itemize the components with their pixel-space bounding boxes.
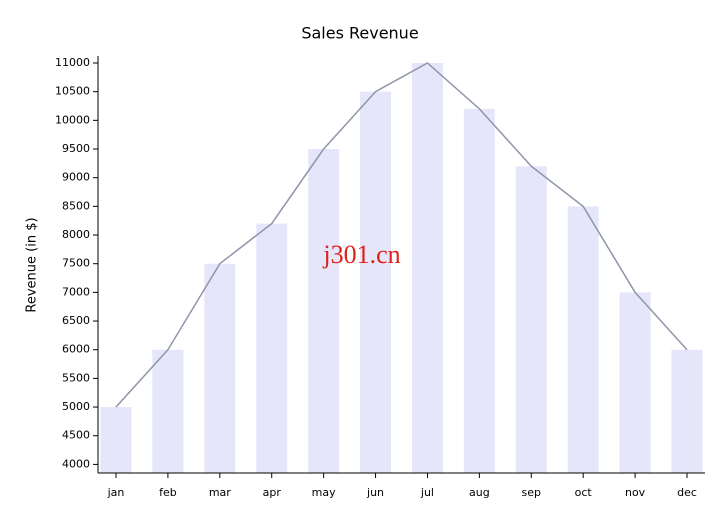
watermark: j301.cn	[322, 240, 400, 269]
y-tick-label: 9500	[62, 142, 90, 155]
bar	[152, 349, 184, 473]
y-tick-label: 5500	[62, 371, 90, 384]
x-tick-label: aug	[469, 486, 490, 499]
x-tick-label: may	[312, 486, 336, 499]
x-tick-label: nov	[625, 486, 646, 499]
y-tick-label: 8000	[62, 228, 90, 241]
bar	[515, 166, 547, 473]
bar	[411, 63, 443, 473]
y-tick-label: 11000	[55, 56, 90, 69]
bar	[204, 263, 236, 473]
y-tick-label: 7000	[62, 285, 90, 298]
bar	[619, 292, 651, 473]
y-tick-label: 9000	[62, 171, 90, 184]
y-tick-label: 6500	[62, 314, 90, 327]
x-tick-label: mar	[209, 486, 231, 499]
y-tick-label: 4000	[62, 457, 90, 470]
x-tick-label: oct	[575, 486, 593, 499]
y-tick-label: 6000	[62, 343, 90, 356]
bar	[567, 206, 599, 474]
y-tick-label: 4500	[62, 429, 90, 442]
bar	[671, 349, 703, 473]
x-tick-label: sep	[522, 486, 541, 499]
y-tick-label: 5000	[62, 400, 90, 413]
chart-title: Sales Revenue	[301, 24, 418, 43]
bar	[463, 108, 495, 474]
bar	[100, 407, 132, 473]
x-tick-label: jul	[420, 486, 434, 499]
x-tick-label: feb	[159, 486, 177, 499]
bar	[308, 149, 340, 474]
y-tick-label: 10500	[55, 85, 90, 98]
bar	[360, 91, 392, 473]
x-tick-label: dec	[677, 486, 697, 499]
y-tick-label: 10000	[55, 113, 90, 126]
y-tick-label: 7500	[62, 257, 90, 270]
line	[115, 62, 688, 408]
x-tick-label: jun	[366, 486, 384, 499]
x-tick-label: apr	[263, 486, 282, 499]
y-tick-label: 8500	[62, 199, 90, 212]
x-tick-label: jan	[107, 486, 125, 499]
y-axis-title: Revenue (in $)	[25, 217, 40, 312]
bar	[256, 223, 288, 473]
